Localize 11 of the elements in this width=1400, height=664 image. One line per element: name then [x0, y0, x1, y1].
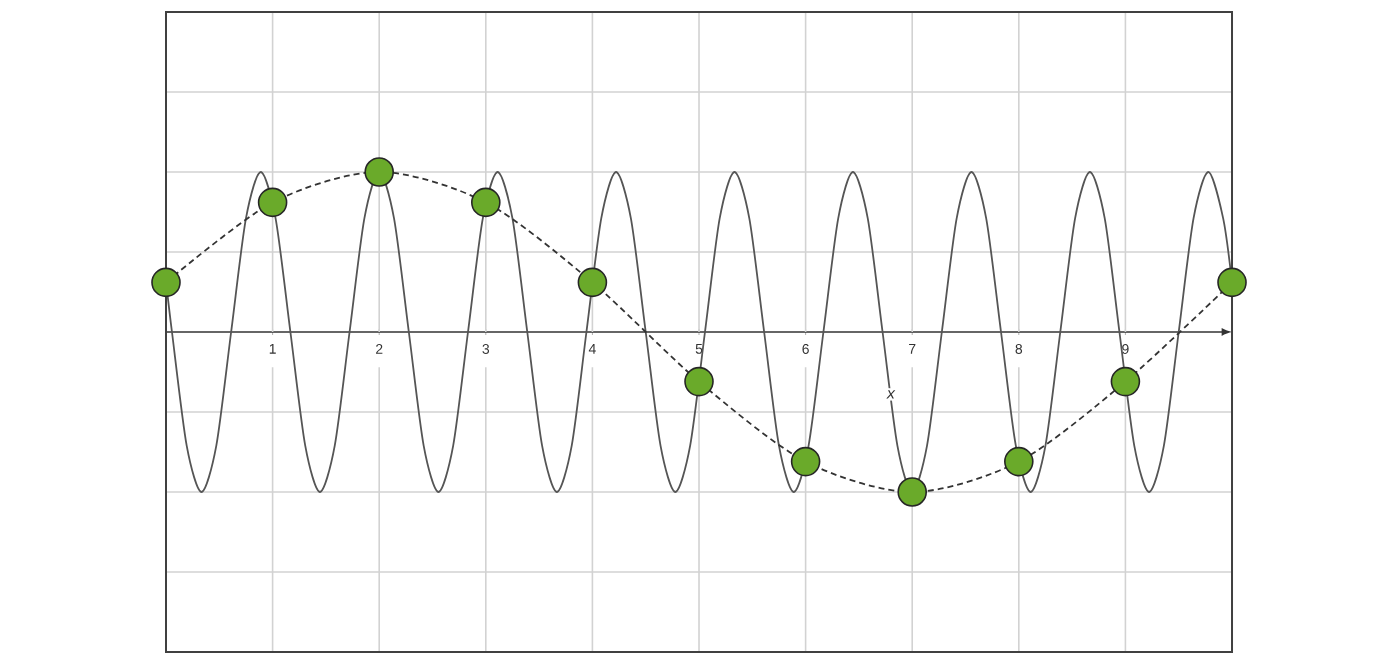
point	[471, 187, 501, 218]
point	[577, 267, 608, 298]
point	[790, 446, 821, 477]
point	[897, 477, 928, 507]
point	[1004, 446, 1034, 477]
point	[151, 267, 181, 298]
point	[364, 157, 394, 187]
point	[1110, 366, 1141, 397]
point	[684, 366, 714, 397]
point	[1217, 267, 1247, 298]
point	[257, 187, 288, 218]
